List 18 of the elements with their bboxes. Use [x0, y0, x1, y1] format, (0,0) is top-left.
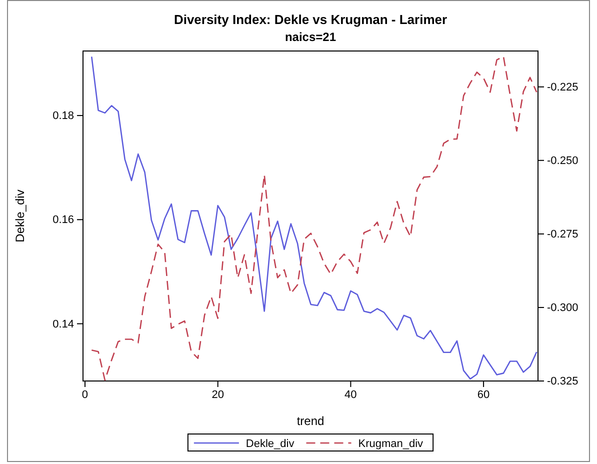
- x-axis-title: trend: [296, 414, 324, 428]
- x-tick-label: 40: [344, 388, 357, 401]
- legend-label: Dekle_div: [246, 438, 295, 450]
- y-tick-label: 0.18: [52, 110, 74, 122]
- chart-title: Diversity Index: Dekle vs Krugman - Larimer: [174, 12, 448, 27]
- x-tick-label: 0: [82, 388, 88, 401]
- y-tick-label: 0.14: [52, 318, 74, 330]
- y2-tick-label: -0.275: [547, 228, 578, 240]
- y2-tick-label: -0.250: [547, 154, 578, 167]
- x-tick-label: 60: [477, 388, 490, 401]
- y2-tick-label: -0.300: [547, 302, 578, 314]
- legend-label: Krugman_div: [358, 438, 424, 450]
- y-axis-title: Dekle_div: [13, 190, 27, 242]
- y-tick-label: 0.16: [52, 214, 74, 226]
- chart-subtitle: naics=21: [284, 30, 336, 44]
- y2-tick-label: -0.325: [547, 376, 578, 388]
- x-tick-label: 20: [212, 388, 224, 401]
- y2-tick-label: -0.225: [547, 81, 578, 94]
